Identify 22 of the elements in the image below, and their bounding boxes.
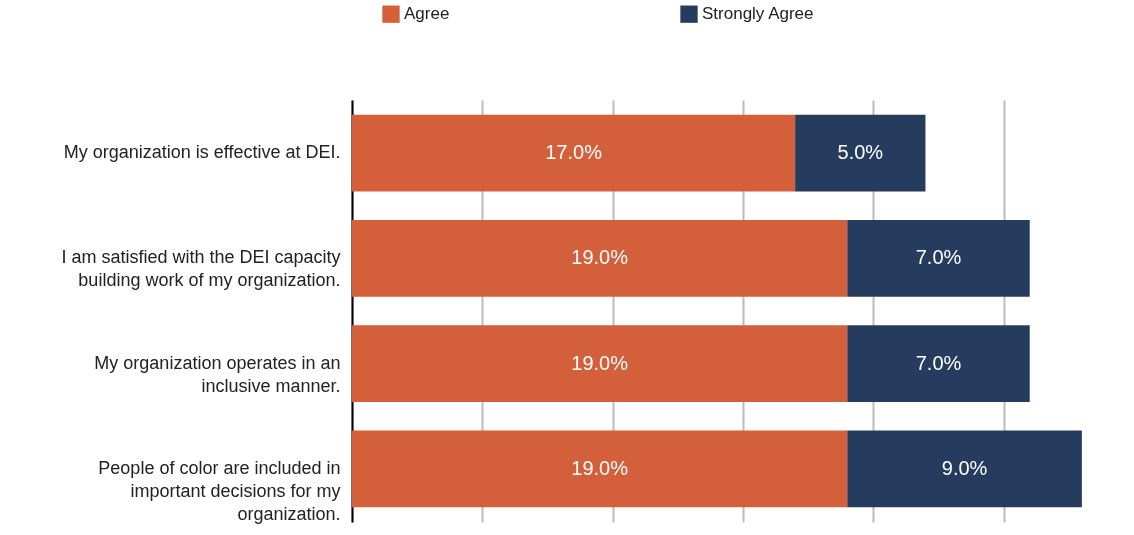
bar <box>847 219 1030 297</box>
y-tick-label: My organization operates in an inclusive manner. <box>94 352 341 396</box>
data-label: 9.0% <box>941 456 988 479</box>
data-label: 19.0% <box>571 456 629 479</box>
y-tick-label: People of color are included in important decisions for my organization. <box>98 457 341 524</box>
bar <box>847 325 1030 403</box>
bar <box>795 114 926 192</box>
bar <box>352 325 848 403</box>
y-tick-label: I am satisfied with the DEI capacity building work of my organization. <box>61 247 341 291</box>
bar <box>352 219 848 297</box>
data-label: 17.0% <box>545 141 603 164</box>
data-label: 7.0% <box>915 246 962 269</box>
data-label: 19.0% <box>571 246 629 269</box>
data-label: 5.0% <box>837 141 884 164</box>
bar <box>352 114 796 192</box>
data-label: 19.0% <box>571 351 629 374</box>
legend-label: Agree <box>404 4 450 24</box>
bar <box>847 430 1082 508</box>
data-label: 7.0% <box>915 351 962 374</box>
legend-label: Strongly Agree <box>702 4 814 24</box>
bar <box>352 430 848 508</box>
y-tick-label: My organization is effective at DEI. <box>63 142 341 163</box>
